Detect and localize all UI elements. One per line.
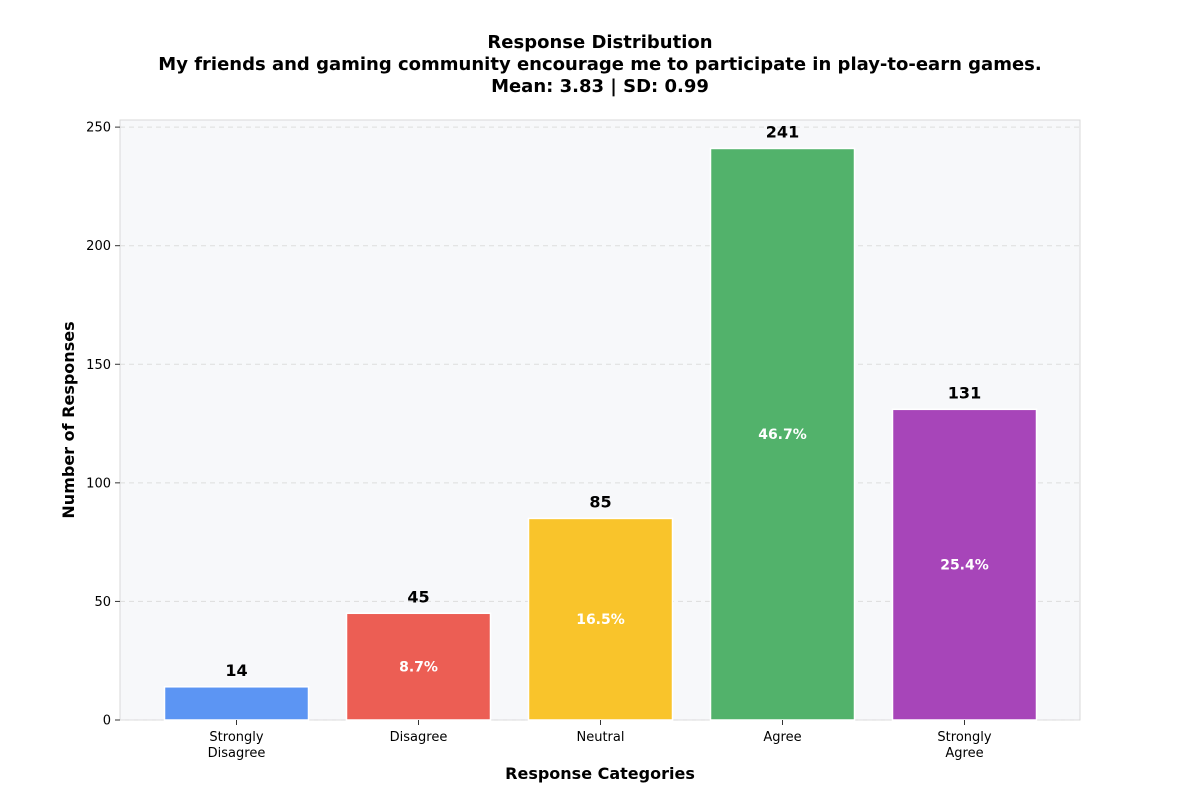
bar-percent-label: 16.5%	[576, 612, 625, 628]
x-tick-label-line: Disagree	[390, 730, 448, 745]
x-tick-label: Neutral	[577, 730, 625, 745]
x-tick-label: Agree	[763, 730, 801, 745]
y-axis-label: Number of Responses	[59, 321, 78, 518]
y-tick-label: 0	[103, 714, 111, 729]
bar-percent-label: 25.4%	[940, 558, 989, 574]
bar	[163, 686, 310, 721]
x-tick-label-line: Agree	[945, 746, 983, 761]
bar-percent-label: 46.7%	[758, 427, 807, 443]
y-tick-label: 50	[94, 595, 111, 610]
x-tick-label-line: Neutral	[577, 730, 625, 745]
x-tick-label: Strongly Disagree	[208, 730, 266, 761]
x-tick-label: Strongly Agree	[937, 730, 991, 761]
chart-title: Response Distribution My friends and gam…	[158, 32, 1041, 97]
bar-value-label: 131	[948, 383, 981, 402]
bar-value-label: 85	[589, 492, 611, 511]
chart-title-line-3: Mean: 3.83 | SD: 0.99	[491, 76, 709, 97]
y-axis-ticks: 0 50 100 150 200 250	[86, 121, 120, 729]
bar-value-label: 14	[225, 661, 247, 680]
bars: 14 45 8.7% 85 16.5% 241 46.7% 131 25.4%	[163, 122, 1038, 721]
x-tick-label-line: Strongly	[209, 730, 263, 745]
bar-percent-label: 8.7%	[399, 660, 438, 676]
x-tick-label-line: Strongly	[937, 730, 991, 745]
x-tick-label: Disagree	[390, 730, 448, 745]
bar	[891, 408, 1038, 721]
x-tick-label-line: Agree	[763, 730, 801, 745]
x-tick-label-line: Disagree	[208, 746, 266, 761]
y-tick-label: 100	[86, 476, 111, 491]
bar	[709, 147, 856, 721]
x-axis-label: Response Categories	[505, 764, 695, 783]
bar-value-label: 241	[766, 122, 799, 141]
y-tick-label: 200	[86, 239, 111, 254]
chart-title-line-1: Response Distribution	[487, 32, 712, 53]
bar	[527, 517, 674, 721]
chart-title-line-2: My friends and gaming community encourag…	[158, 54, 1041, 75]
y-tick-label: 250	[86, 121, 111, 136]
bar	[345, 612, 492, 721]
y-tick-label: 150	[86, 358, 111, 373]
bar-value-label: 45	[407, 587, 429, 606]
